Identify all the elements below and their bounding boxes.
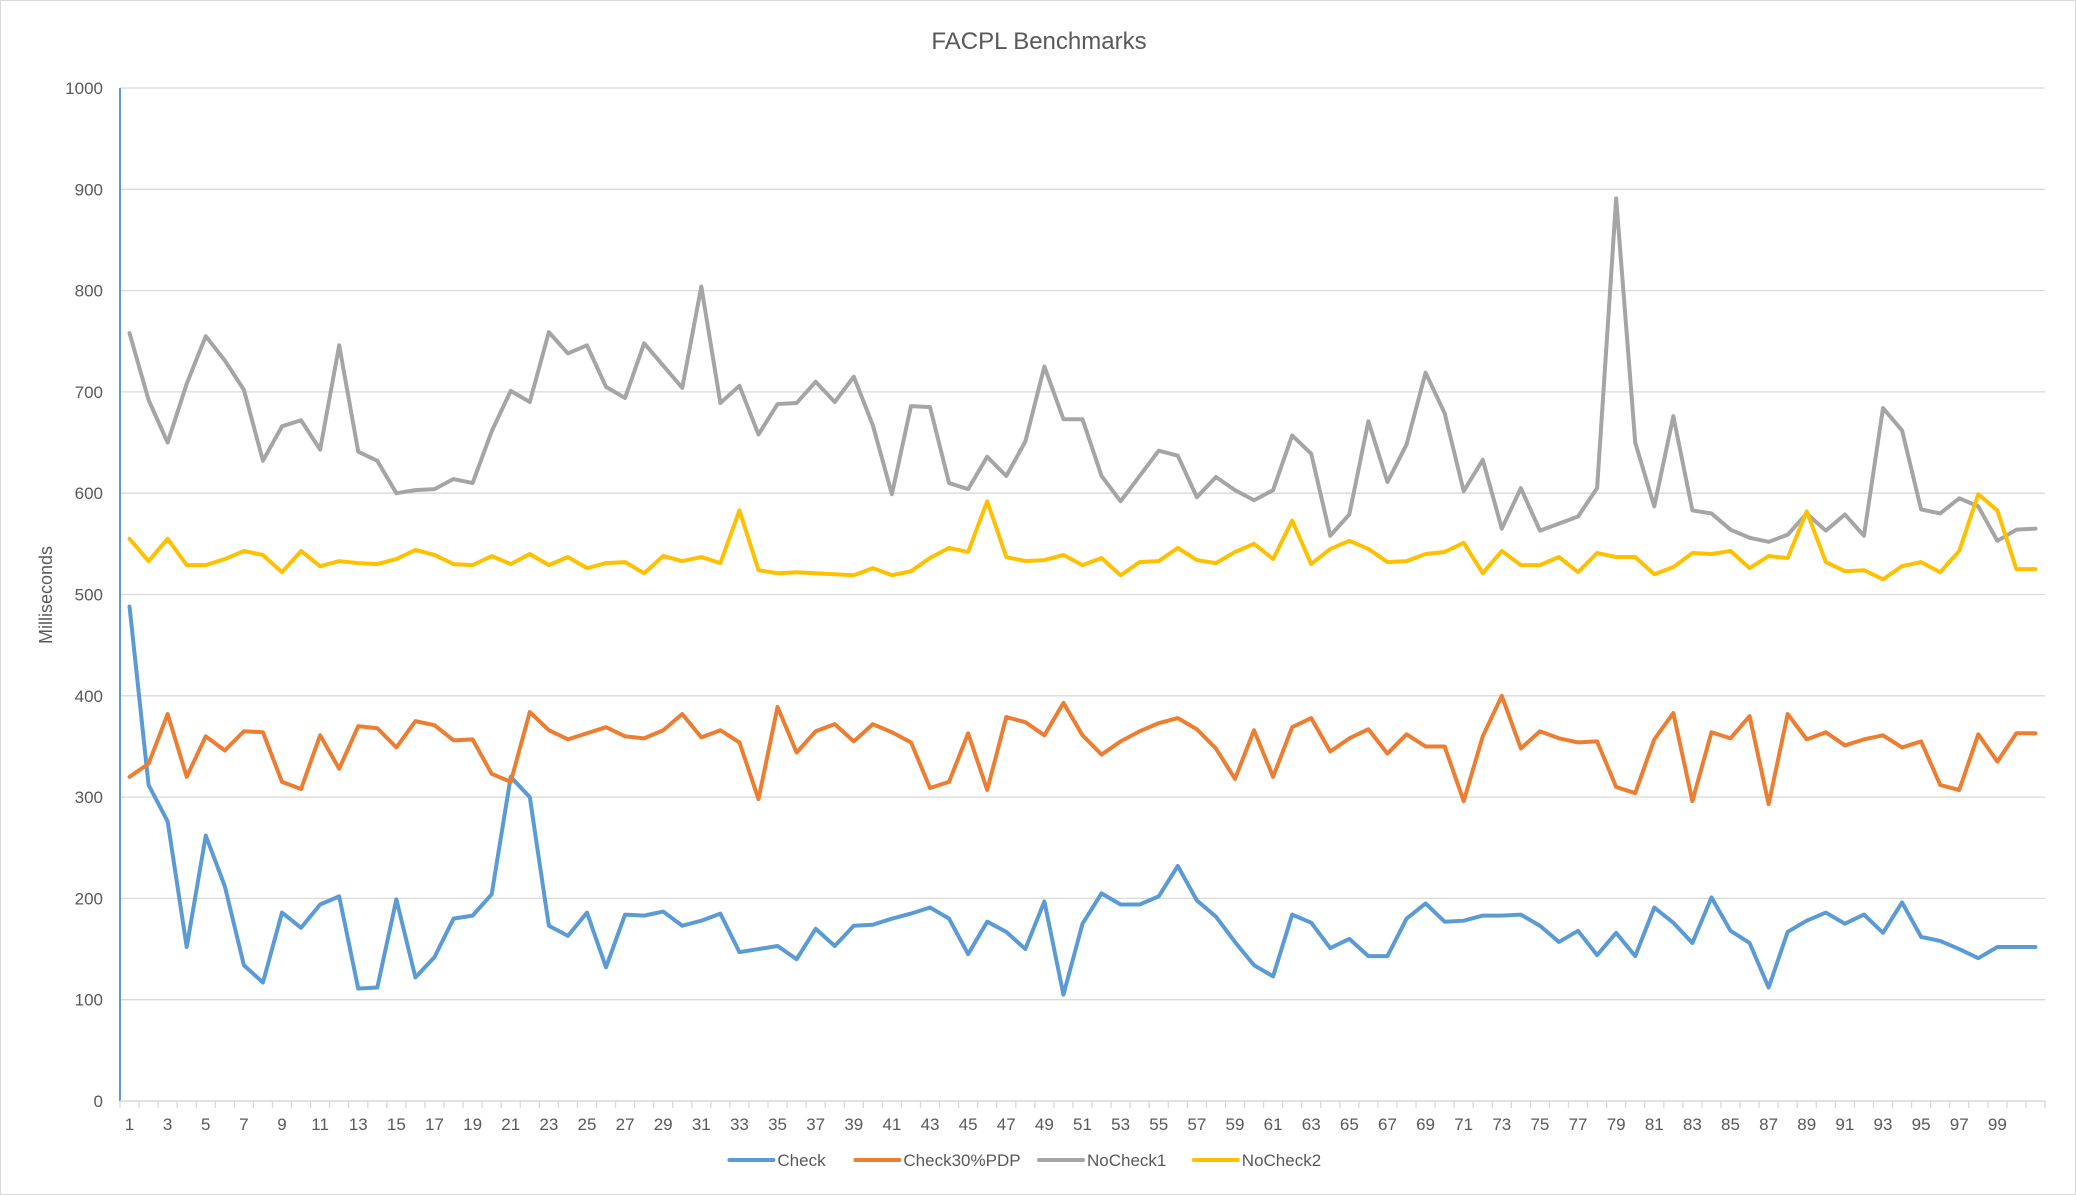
x-tick-label: 17 xyxy=(425,1115,444,1134)
legend: Check Check30%PDP NoCheck1 NoCheck2 xyxy=(727,1151,1321,1170)
x-tick-label: 3 xyxy=(163,1115,172,1134)
x-tick-label: 37 xyxy=(806,1115,825,1134)
x-tick-label: 93 xyxy=(1874,1115,1893,1134)
x-tick-label: 47 xyxy=(997,1115,1016,1134)
y-tick-label: 600 xyxy=(75,484,103,503)
legend-label: NoCheck1 xyxy=(1087,1151,1166,1170)
x-tick-label: 27 xyxy=(616,1115,635,1134)
y-tick-label: 900 xyxy=(75,180,103,199)
x-tick-label: 49 xyxy=(1035,1115,1054,1134)
x-tick-label: 67 xyxy=(1378,1115,1397,1134)
legend-item: Check xyxy=(727,1151,826,1170)
x-tick-label: 53 xyxy=(1111,1115,1130,1134)
y-tick-label: 500 xyxy=(75,586,103,605)
x-tick-label: 33 xyxy=(730,1115,749,1134)
x-tick-label: 1 xyxy=(125,1115,134,1134)
x-tick-label: 99 xyxy=(1988,1115,2007,1134)
x-tick-label: 61 xyxy=(1264,1115,1283,1134)
x-tick-label: 71 xyxy=(1454,1115,1473,1134)
x-tick-label: 45 xyxy=(959,1115,978,1134)
y-tick-label: 0 xyxy=(94,1092,103,1111)
y-tick-label: 100 xyxy=(75,991,103,1010)
x-tick-label: 9 xyxy=(277,1115,286,1134)
y-axis-label: Milliseconds xyxy=(36,546,56,644)
x-tick-label: 69 xyxy=(1416,1115,1435,1134)
x-tick-label: 63 xyxy=(1302,1115,1321,1134)
x-tick-label: 95 xyxy=(1912,1115,1931,1134)
x-tick-label: 75 xyxy=(1530,1115,1549,1134)
x-tick-label: 13 xyxy=(349,1115,368,1134)
x-tick-label: 79 xyxy=(1607,1115,1626,1134)
x-tick-label: 5 xyxy=(201,1115,210,1134)
series-line-nocheck1 xyxy=(127,196,2038,544)
x-tick-label: 59 xyxy=(1226,1115,1245,1134)
series-line-nocheck2 xyxy=(127,492,2038,582)
x-tick-label: 83 xyxy=(1683,1115,1702,1134)
y-axis: 0 100 200 300 400 500 600 700 800 900 1000 xyxy=(65,79,121,1111)
x-tick-label: 65 xyxy=(1340,1115,1359,1134)
y-tick-label: 1000 xyxy=(65,79,103,98)
x-tick-label: 15 xyxy=(387,1115,406,1134)
legend-label: Check30%PDP xyxy=(903,1151,1020,1170)
x-tick-label: 55 xyxy=(1149,1115,1168,1134)
x-tick-label: 43 xyxy=(921,1115,940,1134)
legend-item: Check30%PDP xyxy=(853,1151,1021,1170)
x-tick-label: 25 xyxy=(577,1115,596,1134)
x-tick-label: 91 xyxy=(1835,1115,1854,1134)
legend-item: NoCheck1 xyxy=(1037,1151,1166,1170)
series-line-check xyxy=(127,604,2038,997)
legend-item: NoCheck2 xyxy=(1191,1151,1321,1170)
x-tick-label: 19 xyxy=(463,1115,482,1134)
series-lines xyxy=(127,196,2038,997)
x-tick-label: 89 xyxy=(1797,1115,1816,1134)
x-tick-label: 97 xyxy=(1950,1115,1969,1134)
y-tick-label: 300 xyxy=(75,788,103,807)
chart-title: FACPL Benchmarks xyxy=(931,28,1146,55)
x-tick-label: 31 xyxy=(692,1115,711,1134)
x-tick-label: 81 xyxy=(1645,1115,1664,1134)
gridlines xyxy=(120,87,2045,1001)
x-axis: 1 3 5 7 9 11 13 15 17 19 21 23 25 27 29 31 33 35 37 39 41 43 4… xyxy=(119,1100,2046,1134)
y-tick-label: 200 xyxy=(75,889,103,908)
x-tick-label: 41 xyxy=(882,1115,901,1134)
x-tick-label: 87 xyxy=(1759,1115,1778,1134)
x-tick-label: 77 xyxy=(1569,1115,1588,1134)
x-tick-label: 39 xyxy=(844,1115,863,1134)
y-tick-label: 700 xyxy=(75,383,103,402)
x-tick-label: 35 xyxy=(768,1115,787,1134)
series-line-check30-pdp xyxy=(127,693,2038,807)
x-tick-label: 7 xyxy=(239,1115,248,1134)
y-tick-label: 400 xyxy=(75,687,103,706)
x-tick-label: 57 xyxy=(1187,1115,1206,1134)
y-tick-label: 800 xyxy=(75,282,103,301)
x-tick-label: 73 xyxy=(1492,1115,1511,1134)
x-tick-label: 21 xyxy=(501,1115,520,1134)
x-tick-label: 23 xyxy=(539,1115,558,1134)
x-tick-label: 11 xyxy=(311,1115,329,1134)
x-tick-label: 51 xyxy=(1073,1115,1092,1134)
x-tick-label: 85 xyxy=(1721,1115,1740,1134)
x-tick-label: 29 xyxy=(654,1115,673,1134)
legend-label: NoCheck2 xyxy=(1242,1151,1321,1170)
legend-label: Check xyxy=(777,1151,826,1170)
